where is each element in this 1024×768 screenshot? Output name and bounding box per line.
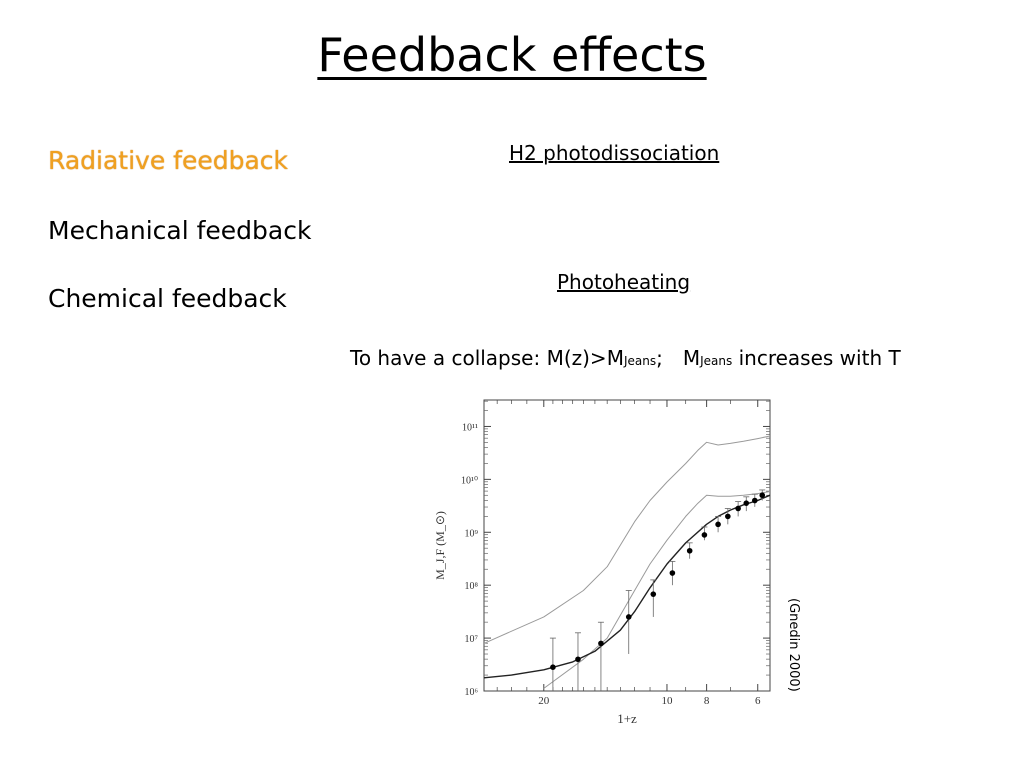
y-tick-label: 10⁶ <box>465 687 479 698</box>
collapse-mass-symbol: M <box>682 346 701 370</box>
feedback-radiative: Radiative feedback <box>48 146 288 175</box>
y-tick-label: 10⁸ <box>465 581 479 592</box>
data-point <box>650 591 657 597</box>
x-tick-label: 10 <box>661 695 673 707</box>
data-point <box>669 570 676 576</box>
feedback-chemical: Chemical feedback <box>48 284 287 313</box>
plot-frame <box>483 399 771 692</box>
data-point <box>735 505 741 512</box>
data-point <box>598 640 604 647</box>
collapse-condition: To have a collapse: M(z)>MJeans; MJeans i… <box>350 346 901 370</box>
data-point <box>550 664 556 670</box>
data-point <box>715 521 721 528</box>
y-tick-label: 10¹¹ <box>462 422 478 433</box>
series-line-2 <box>543 491 770 689</box>
y-axis-label: M_J,F (M_⊙) <box>433 511 447 580</box>
collapse-separator: ; <box>656 346 663 370</box>
y-tick-label: 10⁷ <box>465 634 479 645</box>
series-line-3 <box>484 494 770 679</box>
topic-photoheating: Photoheating <box>557 270 691 294</box>
data-point <box>625 614 632 620</box>
slide-title: Feedback effects <box>317 28 707 82</box>
data-point <box>701 532 708 538</box>
topic-h2-photodissociation: H2 photodissociation <box>509 141 720 165</box>
x-tick-label: 20 <box>538 695 550 707</box>
data-point <box>575 656 581 663</box>
feedback-mechanical: Mechanical feedback <box>48 216 312 245</box>
collapse-suffix: increases with T <box>732 346 901 370</box>
x-axis-label: 1+z <box>617 711 637 726</box>
citation: (Gnedin 2000) <box>781 598 801 698</box>
y-tick-label: 10¹⁰ <box>461 475 478 486</box>
series-line-1 <box>484 435 770 644</box>
x-tick-label: 8 <box>704 695 710 707</box>
data-point <box>743 500 750 506</box>
data-point <box>686 547 693 554</box>
jeans-subscript-1: Jeans <box>623 354 657 368</box>
data-point <box>725 513 731 520</box>
citation-text: (Gnedin 2000) <box>786 598 801 692</box>
x-tick-label: 6 <box>755 695 761 707</box>
collapse-prefix: To have a collapse: M(z)>M <box>350 346 624 370</box>
jeans-subscript-2: Jeans <box>700 354 733 368</box>
data-point <box>752 497 758 504</box>
jeans-mass-chart: 10⁶ 10⁷ 10⁸ 10⁹ 10¹⁰ 10¹¹ 20 10 8 6 1+z M_J,F (M_⊙) <box>433 399 771 726</box>
y-tick-label: 10⁹ <box>465 528 479 539</box>
data-point <box>759 492 766 499</box>
